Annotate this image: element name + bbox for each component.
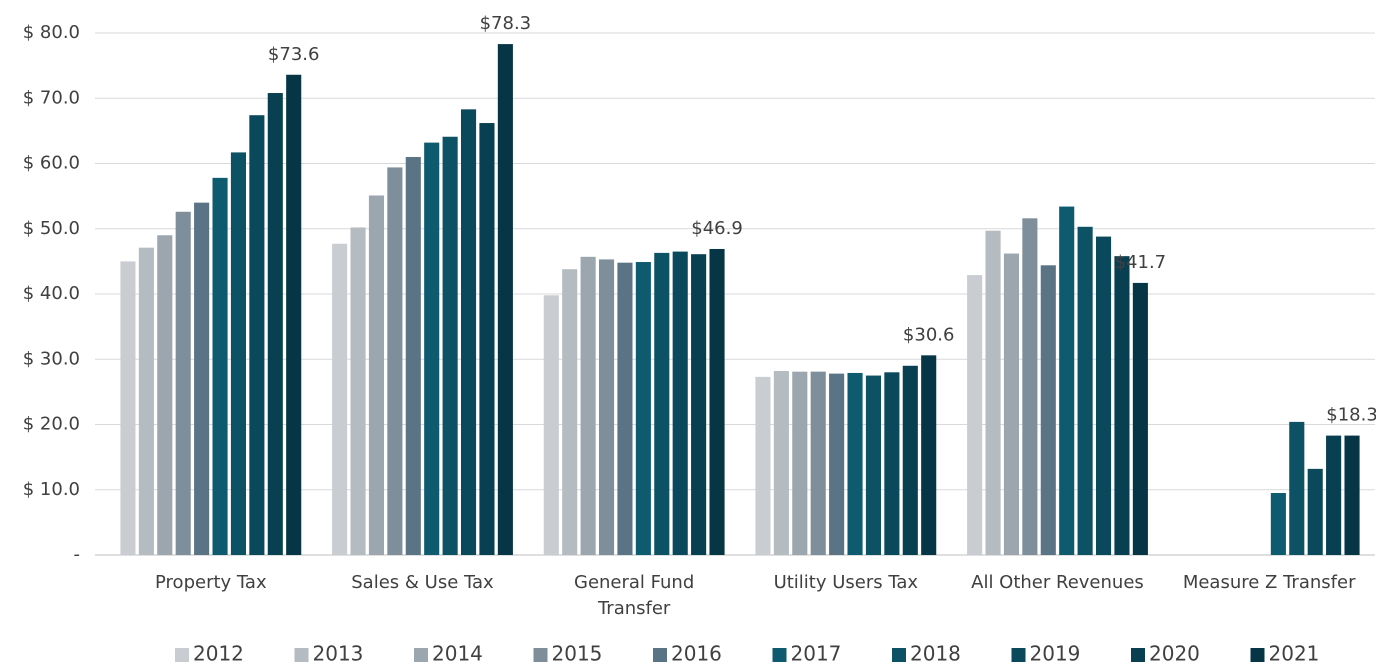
y-tick-label: $ 40.0 xyxy=(23,283,80,304)
bar xyxy=(368,195,385,555)
legend-label: 2013 xyxy=(313,642,364,666)
bar xyxy=(672,251,688,555)
legend-label: 2017 xyxy=(791,642,842,666)
bar xyxy=(810,371,826,555)
bar xyxy=(617,262,633,555)
legend-label: 2014 xyxy=(432,642,483,666)
y-tick-label: $ 60.0 xyxy=(23,153,80,174)
bar xyxy=(691,254,707,555)
bar xyxy=(921,355,937,555)
bar xyxy=(1132,282,1148,555)
bar xyxy=(497,44,513,555)
bar xyxy=(562,269,578,555)
legend-swatch xyxy=(653,648,667,662)
bar xyxy=(249,115,265,555)
bar xyxy=(460,109,477,555)
bar xyxy=(773,370,789,555)
y-tick-label: $ 10.0 xyxy=(23,479,80,500)
bar xyxy=(847,372,863,555)
bar xyxy=(120,261,136,555)
data-label: $46.9 xyxy=(691,218,743,239)
legend-label: 2015 xyxy=(552,642,603,666)
bar xyxy=(175,211,191,555)
legend-swatch xyxy=(892,648,906,662)
legend-swatch xyxy=(1250,648,1265,662)
x-tick-label: Measure Z Transfer xyxy=(1182,572,1356,593)
data-label: $78.3 xyxy=(480,13,532,34)
legend-swatch xyxy=(772,648,787,662)
bar xyxy=(1022,218,1038,555)
bar xyxy=(902,365,918,555)
legend-swatch xyxy=(175,648,189,662)
bar xyxy=(1040,265,1056,555)
bar xyxy=(1289,421,1305,555)
legend-label: 2012 xyxy=(193,642,244,666)
x-tick-label: General Fund Transfer xyxy=(574,572,695,619)
legend-swatch xyxy=(533,648,548,662)
bar xyxy=(212,177,228,556)
bar xyxy=(1114,256,1130,555)
bar xyxy=(1344,435,1360,555)
bar xyxy=(1326,435,1342,555)
x-tick-label: Sales & Use Tax xyxy=(351,572,494,593)
x-tick-label: Utility Users Tax xyxy=(773,572,919,593)
bar xyxy=(635,262,651,555)
bar xyxy=(442,136,458,555)
legend-label: 2020 xyxy=(1149,642,1200,666)
x-tick-label: Property Tax xyxy=(155,572,267,593)
bar xyxy=(387,167,403,556)
bar xyxy=(967,275,983,555)
bar xyxy=(654,252,670,555)
bar xyxy=(598,259,615,555)
bar xyxy=(1059,206,1075,555)
bar xyxy=(1307,468,1323,555)
bar xyxy=(865,375,882,555)
bar xyxy=(884,372,900,555)
bar xyxy=(1077,226,1093,556)
y-tick-label: $ 20.0 xyxy=(23,414,80,435)
y-tick-label: $ 80.0 xyxy=(23,22,80,43)
bar xyxy=(1095,236,1112,555)
y-tick-label: $ 70.0 xyxy=(23,87,80,108)
y-tick-label: - xyxy=(74,544,81,565)
x-tick-label: All Other Revenues xyxy=(971,572,1144,593)
bar xyxy=(580,256,596,555)
bar xyxy=(405,156,421,555)
bar xyxy=(792,371,808,555)
data-label: $41.7 xyxy=(1115,252,1167,273)
bar xyxy=(985,230,1001,555)
bar xyxy=(543,295,559,555)
legend-swatch xyxy=(294,648,309,662)
bar xyxy=(350,227,366,555)
y-tick-label: $ 50.0 xyxy=(23,218,80,239)
data-label: $30.6 xyxy=(903,324,955,345)
bar xyxy=(1270,493,1286,555)
legend-swatch xyxy=(1131,648,1145,662)
legend-label: 2019 xyxy=(1030,642,1081,666)
bar xyxy=(194,202,210,555)
legend-label: 2021 xyxy=(1269,642,1320,666)
data-label: $18.3 xyxy=(1326,405,1376,426)
bar xyxy=(755,376,771,555)
bar xyxy=(479,123,495,556)
bar xyxy=(267,93,283,555)
bar xyxy=(424,142,440,555)
y-tick-label: $ 30.0 xyxy=(23,348,80,369)
legend-label: 2018 xyxy=(910,642,961,666)
bar xyxy=(138,247,154,556)
bar xyxy=(709,248,725,556)
bar xyxy=(829,373,845,555)
legend-swatch xyxy=(414,648,428,662)
legend-swatch xyxy=(1011,648,1026,662)
bar xyxy=(1003,253,1020,556)
data-label: $73.6 xyxy=(268,44,320,65)
bar xyxy=(230,152,247,555)
bar xyxy=(332,243,348,555)
bar xyxy=(157,235,173,555)
bar xyxy=(286,74,302,555)
legend-label: 2016 xyxy=(671,642,722,666)
